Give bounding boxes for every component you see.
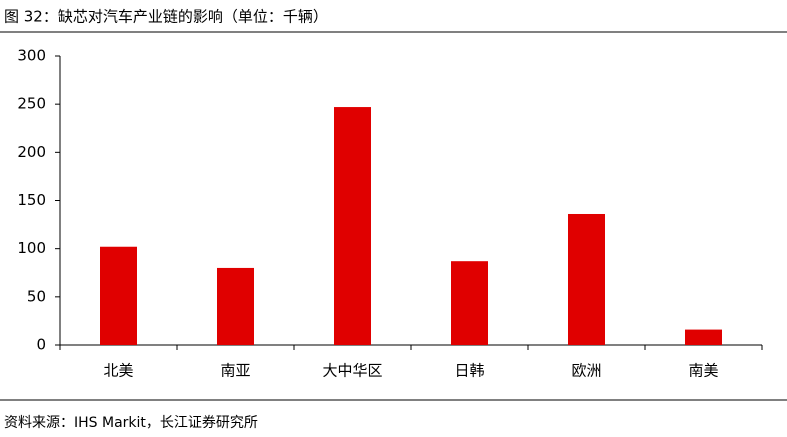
y-tick-label: 300 bbox=[17, 47, 46, 65]
bar bbox=[217, 267, 254, 345]
y-tick-label: 0 bbox=[36, 336, 46, 354]
y-tick-label: 150 bbox=[17, 191, 46, 209]
bar bbox=[100, 246, 137, 345]
y-tick-label: 100 bbox=[17, 239, 46, 257]
bar bbox=[334, 107, 371, 345]
source-note: 资料来源：IHS Markit，长江证券研究所 bbox=[4, 415, 258, 431]
x-tick-label: 大中华区 bbox=[322, 362, 382, 380]
x-tick-label: 日韩 bbox=[454, 362, 484, 380]
bar bbox=[451, 261, 488, 345]
y-tick-label: 200 bbox=[17, 143, 46, 161]
x-tick-label: 南亚 bbox=[220, 362, 250, 380]
chart-title: 图 32：缺芯对汽车产业链的影响（单位：千辆） bbox=[4, 8, 328, 26]
bar bbox=[685, 329, 722, 345]
bar bbox=[568, 213, 605, 345]
x-tick-label: 北美 bbox=[103, 362, 133, 380]
x-tick-label: 南美 bbox=[688, 362, 718, 380]
y-tick-label: 50 bbox=[27, 287, 46, 305]
y-tick-label: 250 bbox=[17, 95, 46, 113]
x-tick-label: 欧洲 bbox=[571, 362, 601, 380]
